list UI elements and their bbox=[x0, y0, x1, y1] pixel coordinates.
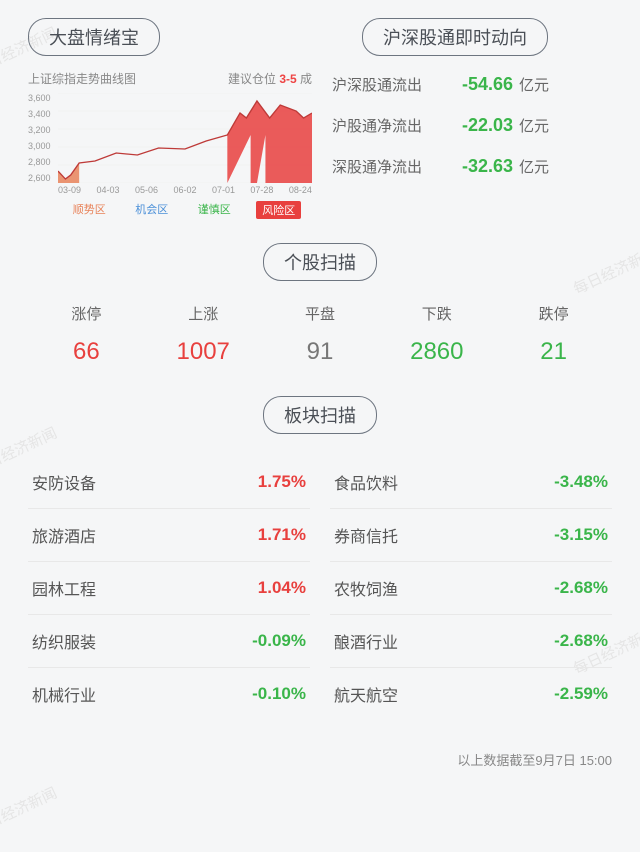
sector-name: 酿酒行业 bbox=[334, 629, 398, 653]
scan-label: 上涨 bbox=[145, 303, 262, 324]
scan-item: 跌停 21 bbox=[495, 303, 612, 366]
sector-name: 食品饮料 bbox=[334, 470, 398, 494]
sector-row: 酿酒行业 -2.68% bbox=[330, 615, 612, 668]
sector-name: 航天航空 bbox=[334, 682, 398, 706]
connect-label: 沪深股通流出 bbox=[332, 74, 462, 95]
sector-name: 旅游酒店 bbox=[32, 523, 96, 547]
scan-label: 跌停 bbox=[495, 303, 612, 324]
sector-name: 机械行业 bbox=[32, 682, 96, 706]
scan-label: 涨停 bbox=[28, 303, 145, 324]
sector-name: 园林工程 bbox=[32, 576, 96, 600]
sector-row: 航天航空 -2.59% bbox=[330, 668, 612, 720]
sector-scan-section: 板块扫描 安防设备 1.75% 旅游酒店 1.71% 园林工程 1.04% 纺织… bbox=[28, 396, 612, 720]
scan-value: 1007 bbox=[145, 338, 262, 366]
scan-value: 91 bbox=[262, 338, 379, 366]
sector-value: -3.15% bbox=[554, 525, 608, 545]
scan-label: 下跌 bbox=[378, 303, 495, 324]
sector-value: 1.75% bbox=[258, 472, 306, 492]
connect-label: 深股通净流出 bbox=[332, 156, 462, 177]
scan-item: 上涨 1007 bbox=[145, 303, 262, 366]
sector-row: 旅游酒店 1.71% bbox=[28, 509, 310, 562]
sector-value: 1.04% bbox=[258, 578, 306, 598]
connect-panel: 沪深股通即时动向 沪深股通流出 -54.66 亿元 沪股通净流出 -22.03 … bbox=[332, 18, 612, 213]
legend-item: 风险区 bbox=[256, 201, 301, 219]
sector-row: 安防设备 1.75% bbox=[28, 456, 310, 509]
sector-row: 园林工程 1.04% bbox=[28, 562, 310, 615]
sector-name: 农牧饲渔 bbox=[334, 576, 398, 600]
connect-unit: 亿元 bbox=[519, 115, 549, 136]
sector-row: 农牧饲渔 -2.68% bbox=[330, 562, 612, 615]
legend-item: 机会区 bbox=[131, 201, 172, 219]
scan-item: 涨停 66 bbox=[28, 303, 145, 366]
sector-scan-title: 板块扫描 bbox=[263, 396, 377, 434]
connect-title: 沪深股通即时动向 bbox=[362, 18, 548, 56]
scan-label: 平盘 bbox=[262, 303, 379, 324]
stock-scan-title: 个股扫描 bbox=[263, 243, 377, 281]
scan-item: 平盘 91 bbox=[262, 303, 379, 366]
sector-value: -3.48% bbox=[554, 472, 608, 492]
sector-value: -0.10% bbox=[252, 684, 306, 704]
footer-timestamp: 以上数据截至9月7日 15:00 bbox=[28, 750, 612, 769]
sector-value: 1.71% bbox=[258, 525, 306, 545]
sector-value: -2.68% bbox=[554, 631, 608, 651]
watermark: 每日经济新闻 bbox=[0, 782, 60, 839]
scan-value: 21 bbox=[495, 338, 612, 366]
sector-row: 食品饮料 -3.48% bbox=[330, 456, 612, 509]
sector-row: 纺织服装 -0.09% bbox=[28, 615, 310, 668]
connect-value: -32.63 bbox=[462, 156, 513, 177]
position-advice: 建议仓位 3-5 成 bbox=[228, 70, 312, 87]
legend-item: 谨慎区 bbox=[194, 201, 235, 219]
connect-row: 深股通净流出 -32.63 亿元 bbox=[332, 156, 612, 177]
connect-unit: 亿元 bbox=[519, 74, 549, 95]
sentiment-panel: 大盘情绪宝 上证综指走势曲线图 建议仓位 3-5 成 3,6003,4003,2… bbox=[28, 18, 312, 213]
connect-row: 沪股通净流出 -22.03 亿元 bbox=[332, 115, 612, 136]
sector-value: -0.09% bbox=[252, 631, 306, 651]
sector-row: 机械行业 -0.10% bbox=[28, 668, 310, 720]
scan-item: 下跌 2860 bbox=[378, 303, 495, 366]
connect-value: -54.66 bbox=[462, 74, 513, 95]
sector-value: -2.59% bbox=[554, 684, 608, 704]
connect-label: 沪股通净流出 bbox=[332, 115, 462, 136]
sector-name: 券商信托 bbox=[334, 523, 398, 547]
scan-value: 2860 bbox=[378, 338, 495, 366]
sector-row: 券商信托 -3.15% bbox=[330, 509, 612, 562]
connect-unit: 亿元 bbox=[519, 156, 549, 177]
sector-name: 安防设备 bbox=[32, 470, 96, 494]
chart-subtitle: 上证综指走势曲线图 bbox=[28, 70, 136, 87]
index-chart: 3,6003,4003,2003,0002,8002,600 03-0904-0… bbox=[28, 93, 312, 213]
connect-value: -22.03 bbox=[462, 115, 513, 136]
legend-item: 顺势区 bbox=[69, 201, 110, 219]
scan-value: 66 bbox=[28, 338, 145, 366]
sentiment-title: 大盘情绪宝 bbox=[28, 18, 160, 56]
stock-scan-section: 个股扫描 涨停 66 上涨 1007 平盘 91 下跌 2860 跌停 21 bbox=[28, 243, 612, 366]
connect-row: 沪深股通流出 -54.66 亿元 bbox=[332, 74, 612, 95]
sector-name: 纺织服装 bbox=[32, 629, 96, 653]
sector-value: -2.68% bbox=[554, 578, 608, 598]
